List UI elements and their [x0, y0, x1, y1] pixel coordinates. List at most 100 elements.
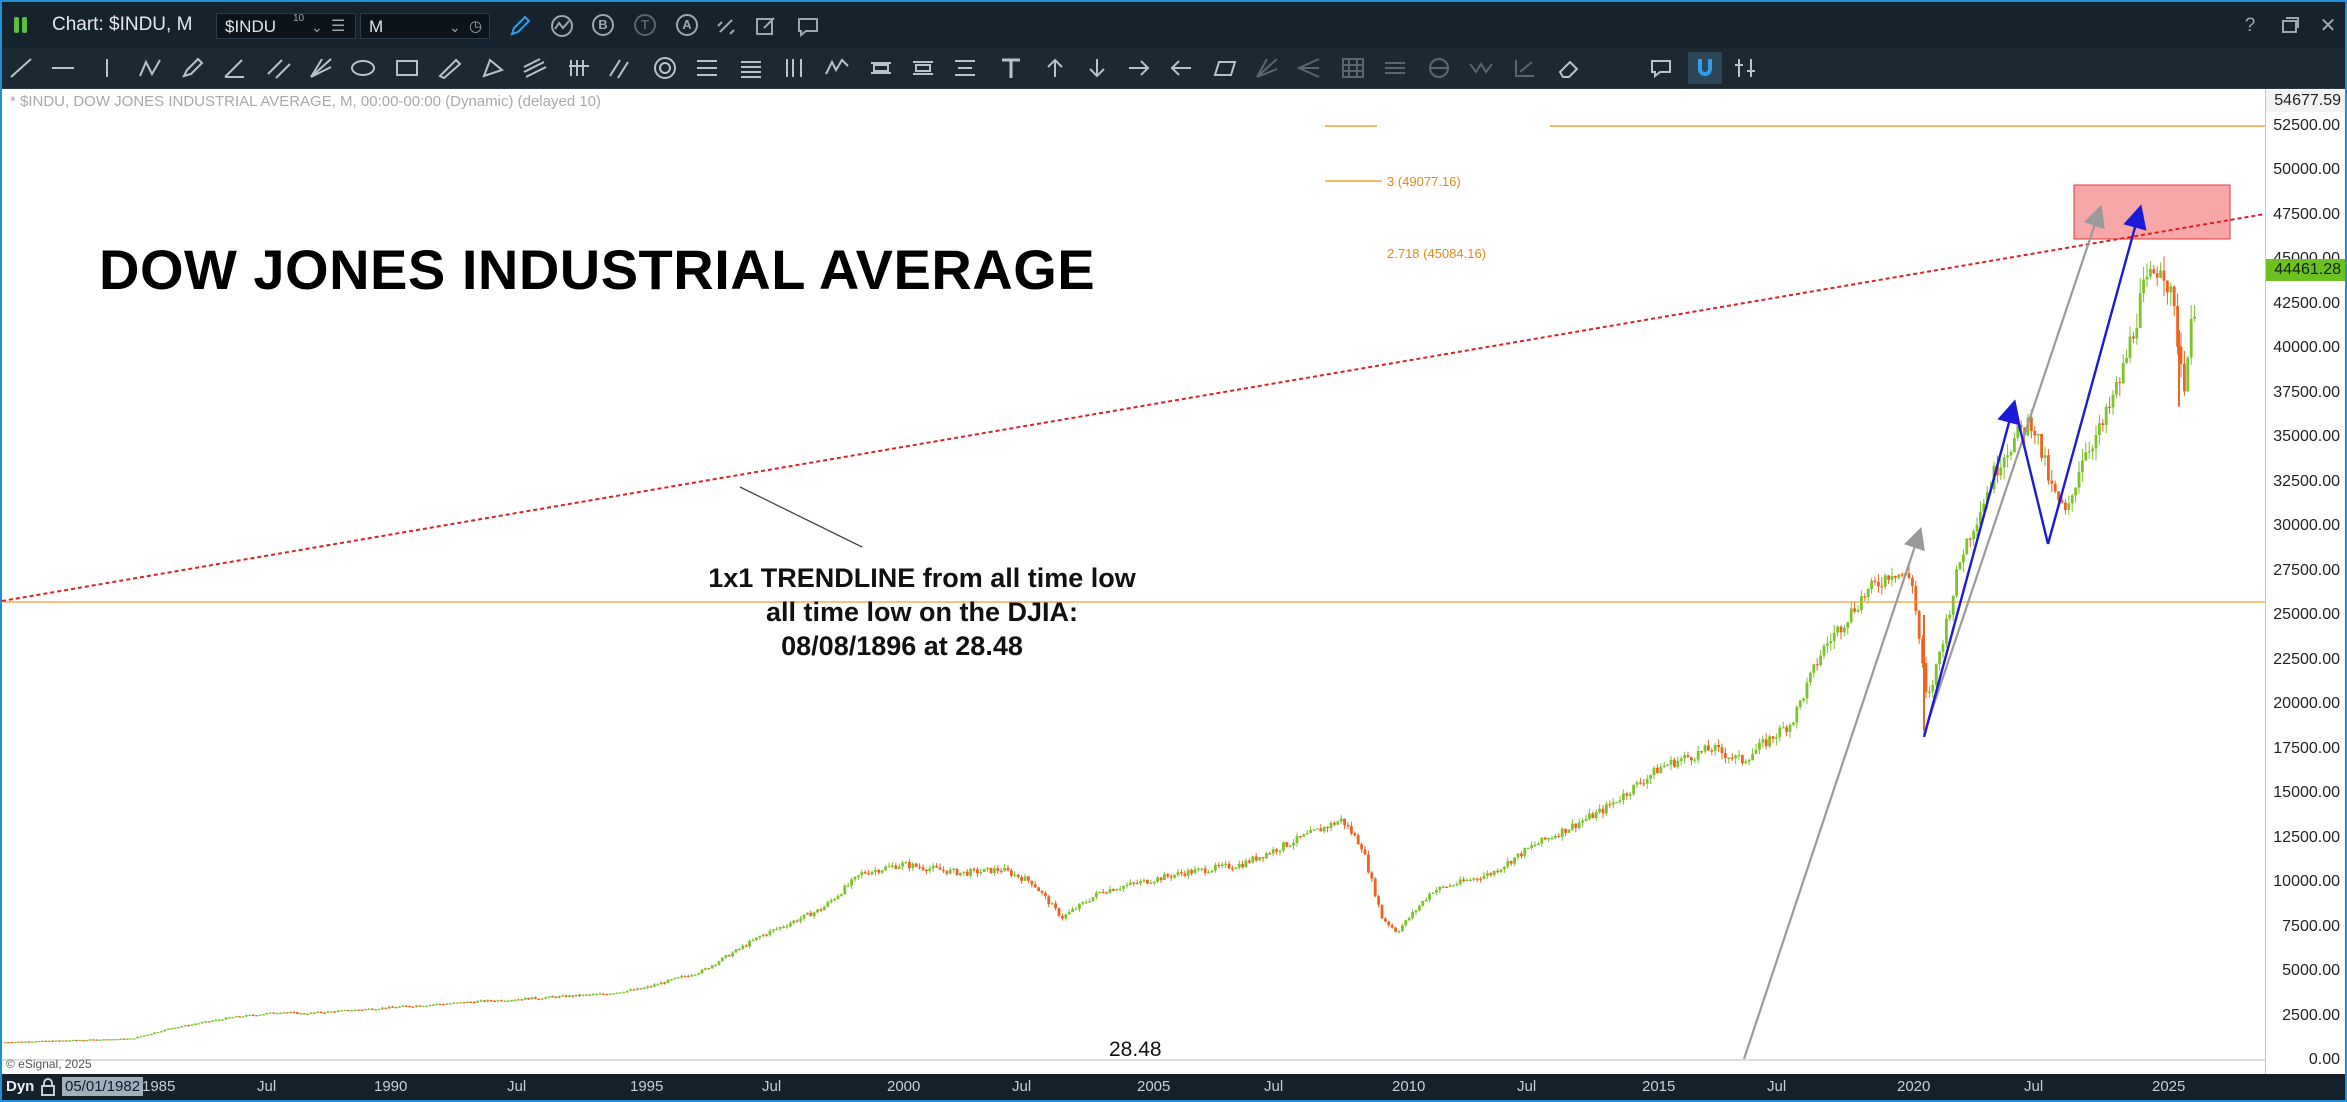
- horizontal-line-tool-icon[interactable]: [50, 56, 76, 80]
- close-icon[interactable]: ✕: [2319, 15, 2337, 37]
- t-circle-icon[interactable]: T: [634, 14, 656, 36]
- fib-extension-tool-icon[interactable]: [738, 56, 764, 80]
- candle-body: [187, 1025, 190, 1027]
- candle-body: [1020, 877, 1023, 881]
- candle-body: [1319, 828, 1323, 832]
- zigzag-tool-icon[interactable]: [138, 56, 164, 80]
- chat-icon[interactable]: [794, 12, 822, 40]
- price-axis[interactable]: 54677.59 52500.0050000.0047500.0045000.0…: [2265, 89, 2345, 1074]
- study-icon[interactable]: [548, 12, 576, 40]
- ellipse-tool-icon[interactable]: [350, 56, 376, 80]
- gann-box-tool-icon[interactable]: [1382, 56, 1408, 80]
- grid-tool-icon[interactable]: [1340, 56, 1366, 80]
- price-range-tool-icon[interactable]: [952, 56, 978, 80]
- help-icon[interactable]: ?: [2244, 15, 2256, 36]
- candle-body: [795, 920, 799, 922]
- slash-tool-icon[interactable]: [608, 56, 634, 80]
- candle-body: [1934, 663, 1938, 685]
- candle-body: [418, 1005, 422, 1007]
- cycles-tool-icon[interactable]: [1426, 56, 1452, 80]
- fan-tool-icon[interactable]: [308, 56, 334, 80]
- candle-body: [2155, 273, 2159, 278]
- magnet-tool-button[interactable]: [1688, 52, 1722, 84]
- candle-body: [170, 1028, 173, 1030]
- restore-window-icon[interactable]: [2276, 12, 2304, 40]
- candle-body: [755, 937, 758, 941]
- label-tool-icon[interactable]: [1212, 56, 1238, 80]
- chevron-down-icon[interactable]: ⌄: [449, 19, 461, 35]
- arrow-up-tool-icon[interactable]: [1042, 56, 1068, 80]
- text-tool-icon[interactable]: [998, 56, 1024, 80]
- lock-icon[interactable]: [40, 1078, 56, 1096]
- eraser-line-tool-icon[interactable]: [436, 56, 462, 80]
- time-zones-tool-icon[interactable]: [782, 56, 808, 80]
- symbol-input[interactable]: $INDU 10 ⌄ ☰: [216, 13, 356, 39]
- candle-body: [1013, 874, 1017, 876]
- candle-body: [1968, 538, 1972, 540]
- candle-body: [316, 1011, 320, 1014]
- fib-retracement-tool-icon[interactable]: [694, 56, 720, 80]
- candle-body: [1713, 744, 1717, 752]
- line-tool-icon[interactable]: [8, 56, 34, 80]
- clock-icon[interactable]: ◷: [469, 18, 483, 35]
- candle-body: [1210, 870, 1214, 873]
- b-circle-icon[interactable]: B: [592, 14, 614, 36]
- drawing-settings-icon[interactable]: [1732, 56, 1758, 80]
- target-circle-tool-icon[interactable]: [652, 56, 678, 80]
- vertical-line-tool-icon[interactable]: [94, 56, 120, 80]
- speed-lines-tool-icon[interactable]: [1296, 56, 1322, 80]
- candle-body: [2009, 452, 2013, 456]
- interval-value: M: [369, 17, 384, 36]
- note-tool-icon[interactable]: [1648, 56, 1674, 80]
- candle-body: [1914, 586, 1918, 611]
- arrow-down-tool-icon[interactable]: [1084, 56, 1110, 80]
- pitchfork-tool-icon[interactable]: [566, 56, 592, 80]
- candle-body: [928, 868, 932, 872]
- candle-body: [1608, 804, 1612, 806]
- candle-body: [483, 1000, 486, 1002]
- list-icon[interactable]: ☰: [331, 18, 346, 35]
- pattern-tool-icon[interactable]: [1468, 56, 1494, 80]
- candle-body: [1217, 864, 1221, 867]
- price-chart-area[interactable]: * $INDU, DOW JONES INDUSTRIAL AVERAGE, M…: [2, 89, 2265, 1074]
- range-tool-icon[interactable]: [910, 56, 936, 80]
- candle-body: [1112, 888, 1115, 891]
- edit-icon[interactable]: [752, 12, 780, 40]
- candle-body: [500, 1000, 503, 1002]
- candle-body: [421, 1005, 425, 1008]
- candle-body: [1761, 739, 1765, 743]
- box-tool-icon[interactable]: [868, 56, 894, 80]
- eraser-tool-icon[interactable]: [1556, 56, 1582, 80]
- chevron-down-icon[interactable]: ⌄: [311, 19, 323, 35]
- dynamic-mode-label[interactable]: Dyn: [6, 1078, 35, 1095]
- angle-tool-icon[interactable]: [222, 56, 248, 80]
- parallel-lines-tool-icon[interactable]: [522, 56, 548, 80]
- price-tick: 42500.00: [2273, 294, 2340, 312]
- candle-body: [704, 968, 707, 970]
- candle-body: [319, 1011, 323, 1014]
- a-circle-icon[interactable]: A: [676, 14, 698, 36]
- arrow-left-tool-icon[interactable]: [1168, 56, 1194, 80]
- candle-body: [1190, 870, 1193, 874]
- pencil-icon[interactable]: [506, 12, 534, 40]
- brush-tool-icon[interactable]: [180, 56, 206, 80]
- ray-tool-icon[interactable]: [1512, 56, 1538, 80]
- candle-body: [2118, 381, 2122, 384]
- candle-body: [1764, 739, 1768, 747]
- candle-body: [1601, 808, 1605, 814]
- candle-body: [1894, 575, 1897, 578]
- rectangle-tool-icon[interactable]: [394, 56, 420, 80]
- candle-body: [211, 1020, 214, 1022]
- interval-input[interactable]: M ⌄ ◷: [360, 13, 490, 39]
- wave-tool-icon[interactable]: [824, 56, 850, 80]
- time-axis[interactable]: Dyn 05/01/1982 1985 Jul 1990 Jul 1995 Jul 2000…: [2, 1074, 2345, 1100]
- triangle-tool-icon[interactable]: [480, 56, 506, 80]
- candle-body: [459, 1002, 462, 1004]
- channel-tool-icon[interactable]: [266, 56, 292, 80]
- link-icon[interactable]: [712, 12, 740, 40]
- candle-body: [1499, 869, 1503, 873]
- arrow-right-tool-icon[interactable]: [1126, 56, 1152, 80]
- candle-body: [1564, 828, 1567, 833]
- gann-fan-tool-icon[interactable]: [1254, 56, 1280, 80]
- candle-body: [931, 865, 935, 869]
